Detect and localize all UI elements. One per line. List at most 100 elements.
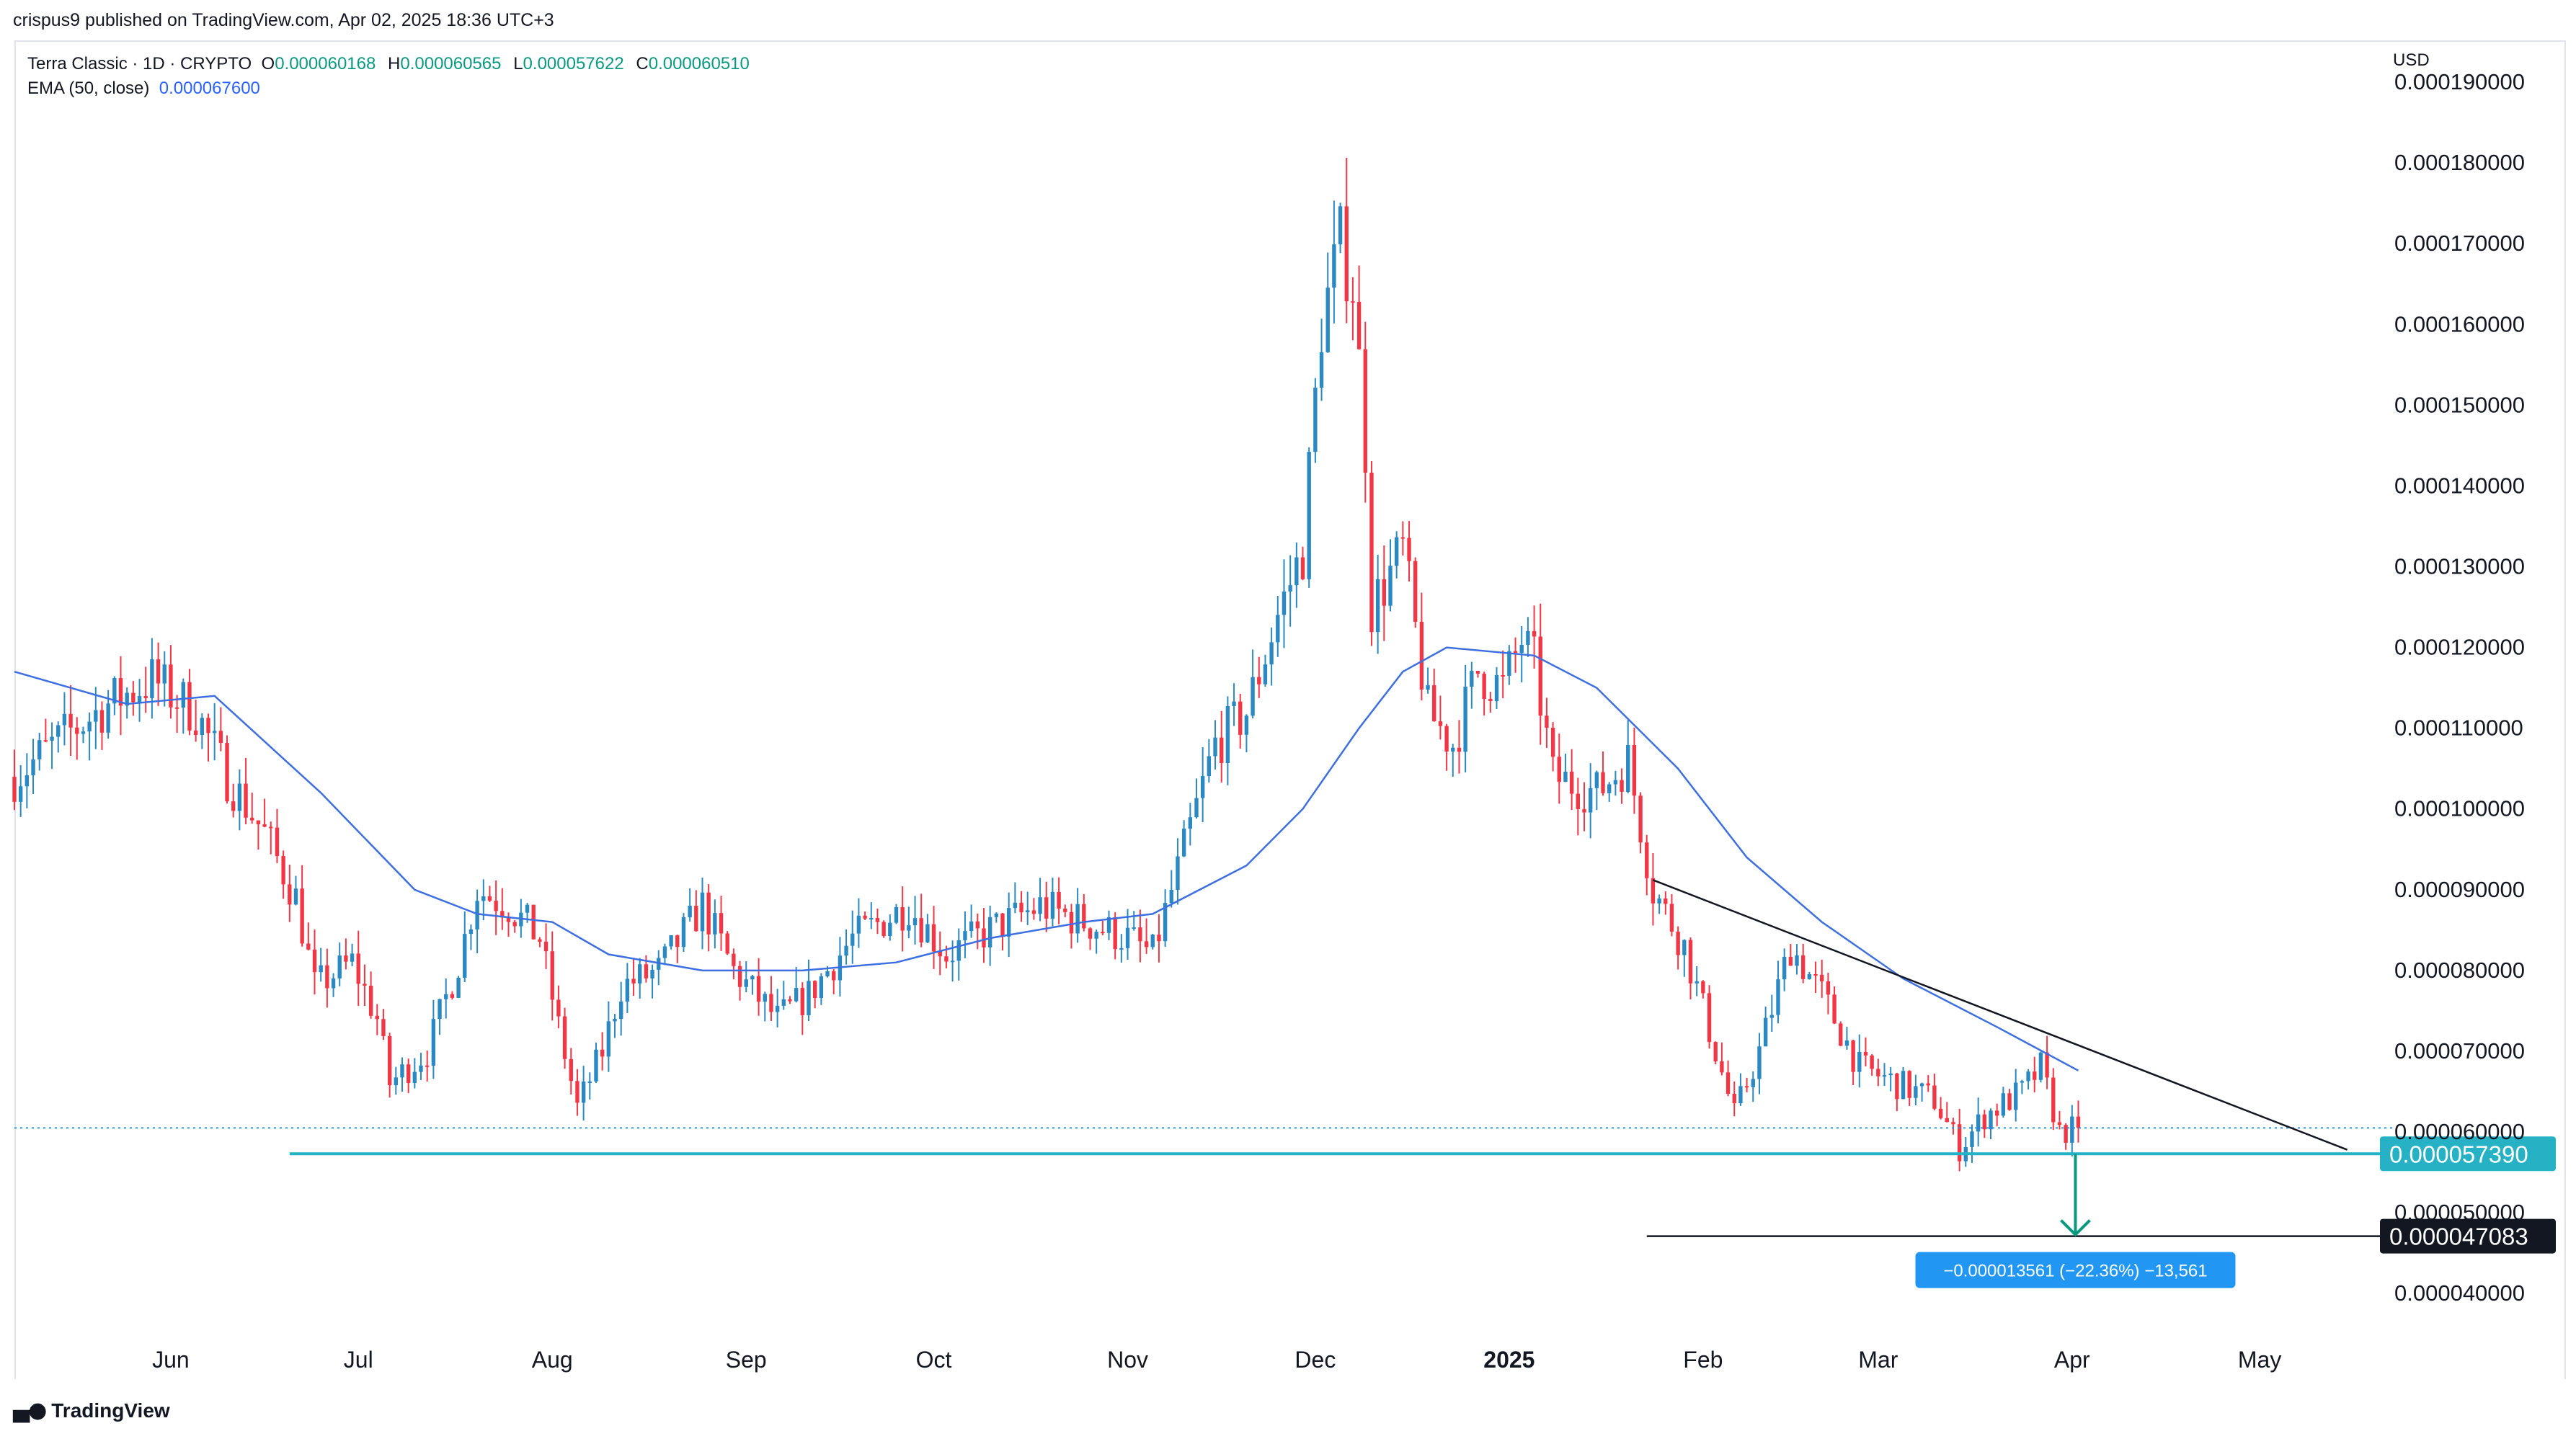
candle-body	[1576, 793, 1581, 809]
candle-body	[881, 922, 886, 937]
candle-body	[688, 906, 692, 918]
candle-body	[775, 1005, 780, 1012]
candle-body	[638, 964, 642, 984]
candle-body	[794, 988, 799, 1002]
candle-body	[1294, 557, 1299, 586]
y-tick-label: 0.000120000	[2394, 635, 2525, 660]
candle-body	[212, 731, 217, 734]
candle-body	[987, 917, 992, 948]
candle-body	[112, 678, 117, 704]
ema-label[interactable]: EMA (50, close)	[27, 79, 150, 98]
candle-body	[650, 969, 654, 978]
candle-body	[1338, 206, 1343, 245]
candle-body	[1919, 1083, 1924, 1087]
candle-body	[1356, 302, 1362, 349]
candle-body	[662, 946, 667, 958]
candle-body	[412, 1071, 417, 1084]
y-tick-label: 0.000090000	[2394, 877, 2525, 902]
candle-body	[31, 759, 35, 775]
candle-body	[550, 951, 554, 1000]
candle-body	[1695, 981, 1699, 984]
overlay-layer: −0.000013561 (−22.36%) −13,561 0.00005739…	[14, 646, 2556, 1288]
candle-body	[1713, 1042, 1718, 1061]
y-tick-label: 0.000170000	[2394, 231, 2525, 256]
candle-body	[719, 913, 724, 934]
candle-body	[1638, 795, 1643, 843]
candle-body	[87, 721, 92, 732]
candle-body	[700, 892, 705, 932]
top-bar: crispus9 published on TradingView.com, A…	[0, 0, 2576, 40]
candle-body	[832, 971, 836, 981]
open-label: O	[261, 54, 275, 73]
candle-body	[1626, 744, 1630, 792]
candle-body	[1463, 687, 1467, 752]
candle-body	[1019, 902, 1023, 913]
candle-body	[1857, 1051, 1862, 1072]
candle-body	[1044, 897, 1049, 919]
x-tick-label: Apr	[2054, 1347, 2090, 1373]
candle-body	[288, 884, 292, 905]
candle-body	[1901, 1071, 1906, 1100]
candle-body	[1000, 913, 1005, 937]
candle-body	[425, 1065, 430, 1067]
candle-body	[606, 1021, 611, 1057]
candle-body	[543, 941, 548, 952]
candle-body	[1169, 889, 1173, 904]
candle-body	[1388, 566, 1393, 606]
candle-body	[1319, 352, 1324, 388]
candle-body	[800, 988, 805, 1015]
candle-body	[1057, 891, 1061, 909]
footer-brand[interactable]: ▄● TradingView	[13, 1398, 170, 1423]
candle-body	[1263, 664, 1268, 685]
candle-body	[825, 971, 830, 976]
chart-legend: Terra Classic · 1D · CRYPTO O0.000060168…	[27, 52, 757, 101]
x-tick-label: Jul	[344, 1347, 373, 1373]
candle-body	[1807, 973, 1812, 979]
candle-body	[694, 906, 698, 932]
candle-body	[1150, 935, 1155, 948]
candle-body	[531, 904, 536, 940]
x-tick-label: Sep	[726, 1347, 767, 1373]
candle-body	[732, 953, 736, 966]
candle-body	[1282, 591, 1287, 615]
candle-body	[613, 1019, 617, 1022]
candle-body	[419, 1065, 423, 1072]
support-price-badge: 0.000057390	[2389, 1141, 2528, 1167]
candle-body	[1269, 642, 1274, 665]
candle-body	[56, 725, 61, 737]
candle-body	[1225, 706, 1230, 764]
support-price-badge-box	[2380, 1136, 2556, 1172]
candle-body	[1613, 780, 1618, 785]
candle-body	[500, 911, 505, 918]
candle-body	[1538, 636, 1542, 716]
candle-body	[1475, 671, 1480, 674]
published-caption: crispus9 published on TradingView.com, A…	[13, 10, 554, 30]
candle-body	[562, 1016, 567, 1059]
candle-body	[1839, 1023, 1843, 1046]
candle-body	[1251, 677, 1255, 716]
candle-body	[1688, 940, 1693, 984]
symbol-label[interactable]: Terra Classic · 1D · CRYPTO	[27, 54, 252, 73]
y-tick-label: 0.000140000	[2394, 473, 2525, 498]
candle-body	[1106, 917, 1111, 933]
candle-body	[1582, 808, 1586, 813]
candle-body	[325, 965, 329, 989]
candle-body	[156, 659, 161, 684]
candle-body	[1701, 981, 1705, 994]
high-value: 0.000060565	[400, 54, 502, 73]
candle-body	[1738, 1086, 1743, 1104]
candle-body	[1801, 955, 1806, 979]
candle-body	[1870, 1055, 1874, 1069]
candle-body	[344, 955, 348, 962]
candle-body	[763, 994, 767, 1002]
low-value: 0.000057622	[523, 54, 624, 73]
candle-body	[1645, 842, 1649, 878]
candle-body	[1382, 579, 1387, 606]
candle-body	[963, 931, 967, 940]
candle-body	[625, 978, 630, 1002]
candle-body	[1407, 538, 1411, 561]
y-tick-label: 0.000050000	[2394, 1200, 2525, 1225]
candle-body	[225, 742, 229, 802]
currency-label[interactable]: USD	[2393, 50, 2430, 70]
